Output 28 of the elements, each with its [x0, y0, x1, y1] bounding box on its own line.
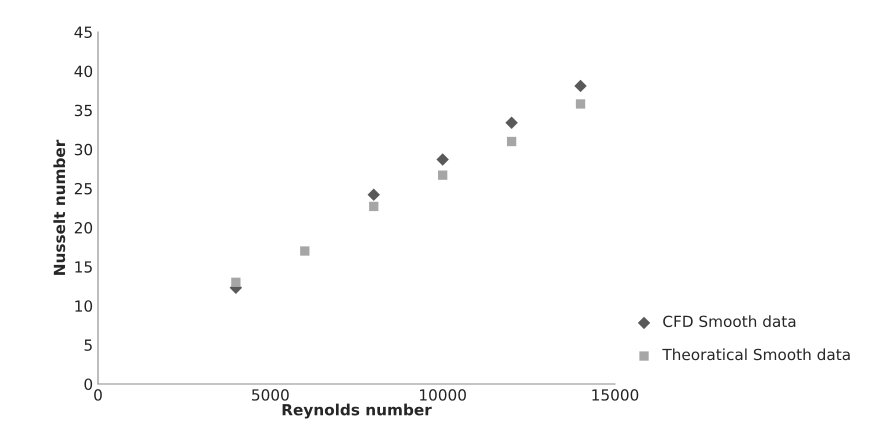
legend-label: Theoratical Smooth data	[662, 348, 850, 360]
x-tick-label: 10000	[420, 389, 466, 401]
point	[438, 170, 448, 180]
x-axis-title: Reynolds number	[282, 404, 432, 419]
y-tick-label: 25	[74, 182, 92, 194]
y-tick-label: 45	[74, 26, 92, 38]
point	[506, 136, 516, 146]
y-tick-label: 15	[75, 261, 92, 273]
y-axis-title: Nusselt number	[53, 140, 66, 275]
point	[436, 153, 449, 166]
y-tick-label: 35	[74, 104, 92, 116]
y-tick-label: 20	[74, 222, 92, 234]
x-tick-label: 5000	[252, 389, 289, 401]
x-tick-label: 0	[94, 389, 102, 401]
point	[300, 246, 310, 256]
point	[505, 116, 518, 129]
point	[574, 80, 587, 92]
y-tick-label: 40	[74, 66, 92, 78]
legend-label: CFD Smooth data	[663, 315, 796, 328]
point	[231, 278, 241, 287]
point	[368, 188, 380, 201]
y-tick-label: 30	[74, 144, 92, 156]
x-tick-label: 15000	[592, 389, 638, 401]
y-tick-label: 5	[84, 340, 92, 351]
y-tick-label: 10	[75, 300, 92, 312]
y-tick-label: 0	[84, 378, 92, 390]
point	[576, 99, 586, 109]
point	[369, 202, 378, 212]
